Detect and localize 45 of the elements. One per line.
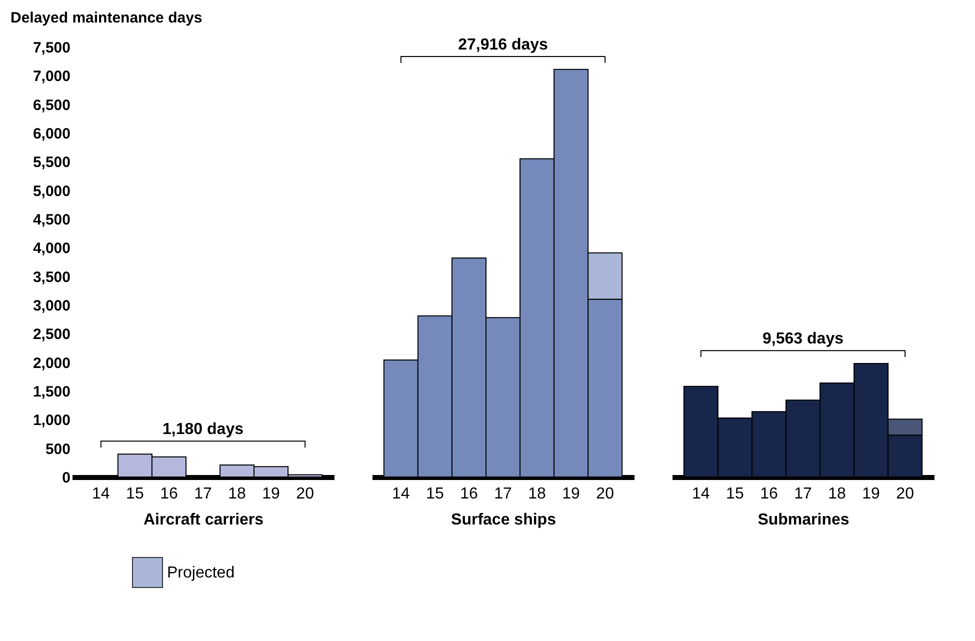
x-tick-label: 14	[692, 486, 710, 502]
x-tick-label: 17	[494, 486, 512, 502]
x-tick-label: 14	[392, 486, 410, 502]
y-tick-label: 0	[62, 470, 70, 486]
legend-label: Projected	[167, 564, 235, 582]
x-tick-label: 15	[126, 486, 144, 502]
annotation: 1,180 days	[162, 421, 244, 438]
y-tick-label: 7,000	[32, 68, 70, 86]
x-tick-label: 19	[862, 486, 880, 502]
y-tick-label: 2,000	[32, 354, 70, 372]
y-tick-label: 3,500	[32, 268, 70, 286]
x-tick-label: 18	[228, 486, 246, 502]
x-tick-label: 16	[760, 486, 778, 502]
y-tick-label: 6,500	[32, 96, 70, 114]
annotation: 9,563 days	[762, 330, 844, 348]
x-tick-label: 17	[794, 486, 812, 502]
x-axis-title: Surface ships	[451, 512, 556, 528]
x-axis-title: Submarines	[758, 512, 850, 528]
y-tick-label: 7,500	[32, 40, 70, 56]
x-tick-label: 18	[828, 486, 846, 502]
x-tick-label: 17	[194, 486, 212, 502]
y-tick-label: 500	[45, 440, 70, 458]
y-axis-title: Delayed maintenance days	[10, 10, 202, 26]
x-tick-label: 16	[460, 486, 478, 502]
y-tick-label: 3,000	[32, 298, 70, 314]
x-tick-label: 19	[562, 486, 580, 502]
x-tick-label: 15	[726, 486, 744, 502]
y-tick-label: 1,000	[32, 412, 70, 430]
x-axis-title: Aircraft carriers	[143, 512, 264, 528]
x-tick-label: 14	[92, 486, 110, 502]
x-tick-label: 20	[596, 486, 614, 502]
y-tick-label: 5,500	[32, 154, 70, 172]
x-tick-label: 18	[528, 486, 546, 502]
x-tick-label: 15	[426, 486, 444, 502]
x-tick-label: 16	[160, 486, 178, 502]
y-tick-label: 6,000	[32, 126, 70, 142]
x-tick-label: 20	[296, 486, 314, 502]
y-tick-label: 5,000	[32, 182, 70, 200]
y-tick-label: 1,500	[32, 384, 70, 400]
y-tick-label: 4,000	[32, 240, 70, 258]
annotation: 27,916 days	[458, 36, 548, 54]
x-tick-label: 20	[896, 486, 914, 502]
x-tick-label: 19	[262, 486, 280, 502]
y-tick-label: 4,500	[32, 212, 70, 228]
y-tick-label: 2,500	[32, 326, 70, 344]
